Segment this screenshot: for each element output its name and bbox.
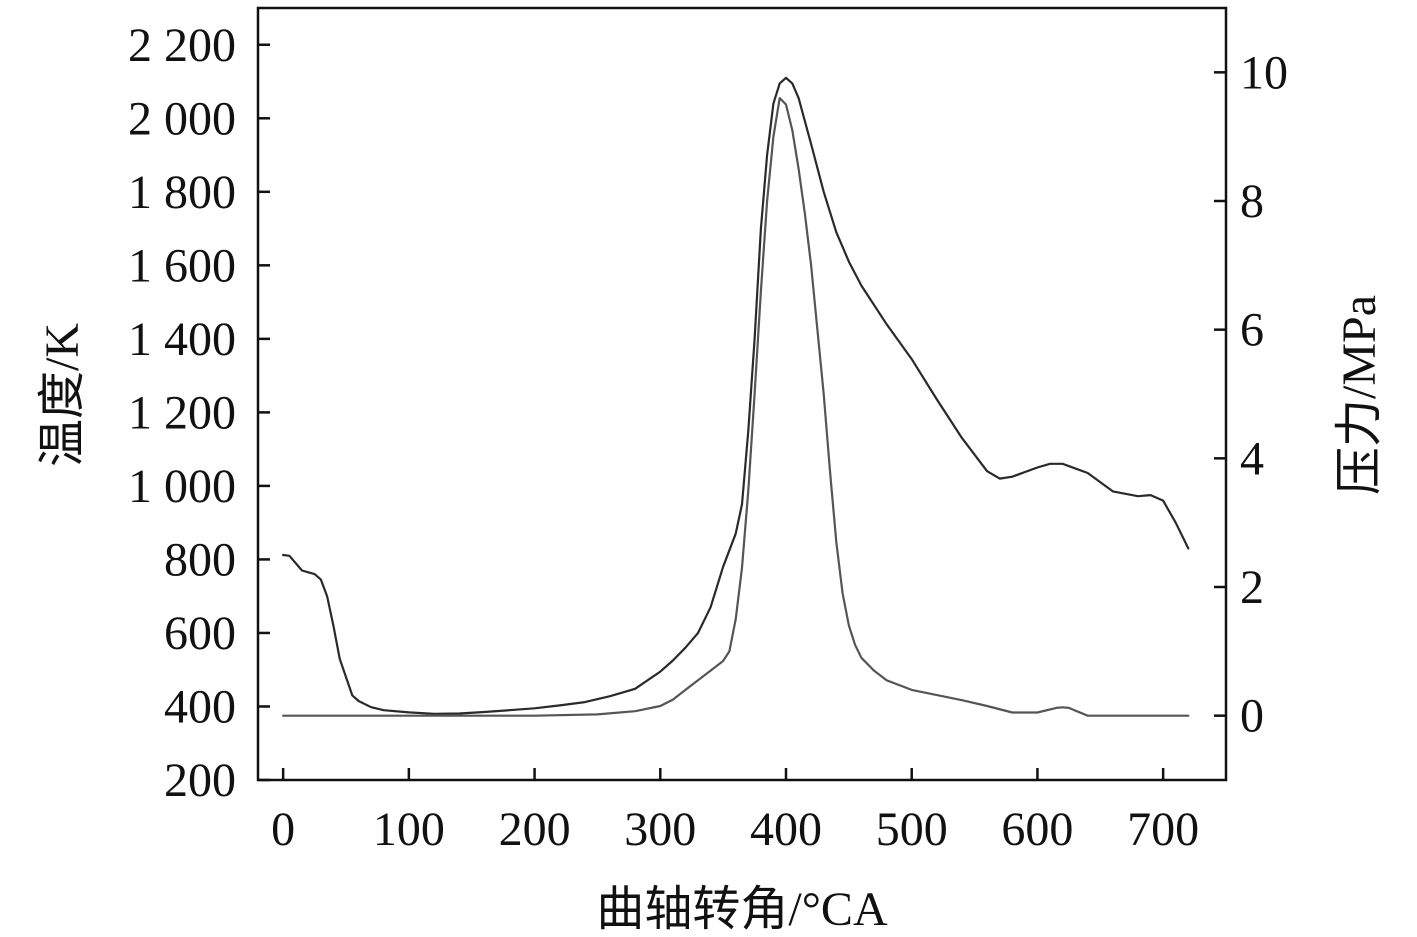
y2-tick-label: 8: [1240, 175, 1264, 228]
plot-frame: [256, 6, 1228, 782]
right-y-axis-ticks: 0 2 4 6 8 10: [1214, 46, 1288, 743]
y2-tick-label: 2: [1240, 561, 1264, 614]
y2-tick-label: 0: [1240, 690, 1264, 743]
y2-tick-label: 6: [1240, 304, 1264, 357]
x-tick-label: 400: [750, 803, 822, 856]
y-tick-label: 200: [164, 754, 236, 807]
y-tick-label: 1 400: [128, 313, 236, 366]
x-axis-ticks: 0 100 200 300 400 500 600 700: [271, 768, 1199, 856]
y-tick-label: 1 800: [128, 166, 236, 219]
y-tick-label: 600: [164, 607, 236, 660]
y-tick-label: 800: [164, 533, 236, 586]
y-tick-label: 1 600: [128, 239, 236, 292]
left-y-axis-title: 温度/K: [36, 323, 89, 467]
x-tick-label: 700: [1127, 803, 1199, 856]
x-tick-label: 500: [876, 803, 948, 856]
x-tick-label: 100: [373, 803, 445, 856]
y-tick-label: 2 000: [128, 92, 236, 145]
y2-tick-label: 4: [1240, 432, 1264, 485]
y-tick-label: 1 000: [128, 460, 236, 513]
y2-tick-label: 10: [1240, 46, 1288, 99]
y-tick-label: 400: [164, 680, 236, 733]
x-axis-title: 曲轴转角/°CA: [596, 883, 888, 936]
x-tick-label: 600: [1001, 803, 1073, 856]
series-layer: [282, 76, 1190, 717]
y-tick-label: 2 200: [128, 19, 236, 72]
x-tick-label: 200: [499, 803, 571, 856]
y-tick-label: 1 200: [128, 386, 236, 439]
x-tick-label: 300: [624, 803, 696, 856]
right-y-axis-title: 压力/MPa: [1333, 295, 1386, 495]
x-tick-label: 0: [271, 803, 295, 856]
pressure-series-line: [282, 96, 1190, 717]
left-y-axis-ticks: 200 400 600 800 1 000 1 200 1 400 1 600 1 800 2 0…: [128, 19, 270, 807]
temperature-series-line: [282, 76, 1190, 715]
